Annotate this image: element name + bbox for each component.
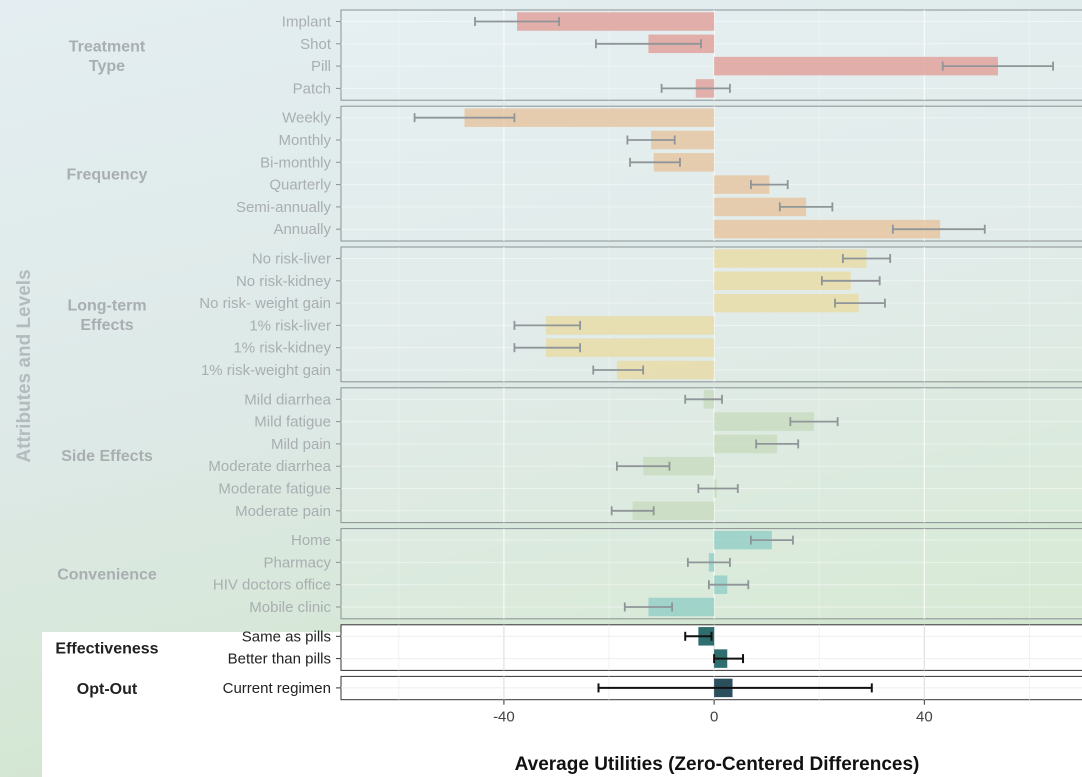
level-label-4-0: Home	[291, 532, 331, 549]
level-label-0-2: Pill	[311, 58, 331, 75]
level-label-1-3: Quarterly	[269, 177, 331, 194]
error-bars	[413, 17, 1054, 693]
bars	[464, 12, 998, 698]
level-label-3-2: Mild pain	[271, 436, 331, 453]
bar-1-2	[653, 153, 715, 172]
level-label-3-1: Mild fatigue	[254, 414, 331, 431]
level-label-3-5: Moderate pain	[235, 503, 331, 520]
bar-1-4	[714, 197, 807, 217]
bar-4-0	[714, 530, 772, 550]
bar-2-1	[714, 271, 851, 291]
y-axis-title: Attributes and Levels	[14, 269, 35, 462]
level-label-1-1: Monthly	[278, 132, 331, 149]
x-tick-label-0: -40	[493, 709, 515, 726]
bar-4-3	[648, 597, 715, 617]
bar-1-5	[714, 219, 941, 239]
facet-panels	[340, 9, 1082, 701]
bar-1-1	[651, 130, 715, 150]
level-label-2-3: 1% risk-liver	[249, 317, 331, 334]
x-axis-title: Average Utilities (Zero-Centered Differe…	[515, 754, 920, 775]
level-label-2-5: 1% risk-weight gain	[201, 362, 331, 379]
group-label-4-0: Convenience	[57, 567, 157, 584]
bar-1-3	[714, 175, 770, 194]
level-label-0-3: Patch	[293, 80, 331, 97]
panel-3	[340, 387, 1082, 524]
panel-1	[340, 105, 1082, 242]
level-label-4-3: Mobile clinic	[249, 599, 331, 616]
level-label-3-0: Mild diarrhea	[244, 391, 331, 408]
group-label-6-0: Opt-Out	[77, 681, 138, 698]
group-label-0-0: Treatment	[69, 38, 146, 55]
bar-0-2	[714, 56, 998, 76]
level-label-2-1: No risk-kidney	[236, 273, 332, 290]
bar-2-4	[545, 338, 715, 357]
group-label-3-0: Side Effects	[61, 448, 153, 465]
group-label-0-1: Type	[89, 58, 125, 75]
group-label-2-0: Long-term	[67, 298, 146, 315]
level-label-4-2: HIV doctors office	[213, 577, 331, 594]
bar-2-5	[616, 360, 715, 380]
level-label-3-3: Moderate diarrhea	[208, 458, 331, 475]
group-label-2-1: Effects	[80, 317, 133, 334]
level-label-1-4: Semi-annually	[236, 199, 332, 216]
bar-3-2	[714, 434, 778, 454]
panel-2	[340, 246, 1082, 383]
level-label-0-1: Shot	[300, 36, 332, 53]
level-label-2-0: No risk-liver	[252, 251, 331, 268]
level-label-1-5: Annually	[273, 221, 331, 238]
level-label-1-2: Bi-monthly	[260, 154, 331, 171]
level-label-2-2: No risk- weight gain	[199, 295, 331, 312]
x-tick-label-2: 40	[916, 709, 933, 726]
group-label-5-0: Effectiveness	[55, 641, 158, 658]
bar-3-1	[714, 412, 814, 431]
bar-1-0	[464, 108, 715, 127]
bar-2-0	[714, 249, 867, 268]
level-label-5-0: Same as pills	[242, 628, 331, 645]
group-labels: Treatment Type Frequency Long-term Effects Si…	[55, 38, 158, 698]
bar-3-5	[632, 501, 715, 521]
level-label-0-0: Implant	[282, 14, 332, 31]
x-axis: -40 0 40	[493, 699, 933, 726]
level-label-2-4: 1% risk-kidney	[233, 340, 331, 357]
bar-3-3	[643, 456, 715, 476]
level-label-1-0: Weekly	[282, 110, 331, 127]
bar-2-3	[545, 316, 715, 335]
bar-0-0	[517, 12, 715, 31]
bar-2-2	[714, 293, 859, 313]
level-label-3-4: Moderate fatigue	[218, 481, 331, 498]
x-tick-label-1: 0	[710, 709, 718, 726]
level-label-6-0: Current regimen	[223, 680, 331, 697]
level-labels: Implant Shot Pill Patch Weekly Monthly Bi-mont…	[199, 14, 341, 697]
group-label-1-0: Frequency	[67, 167, 148, 184]
level-label-5-1: Better than pills	[228, 651, 331, 668]
level-label-4-1: Pharmacy	[263, 554, 331, 571]
